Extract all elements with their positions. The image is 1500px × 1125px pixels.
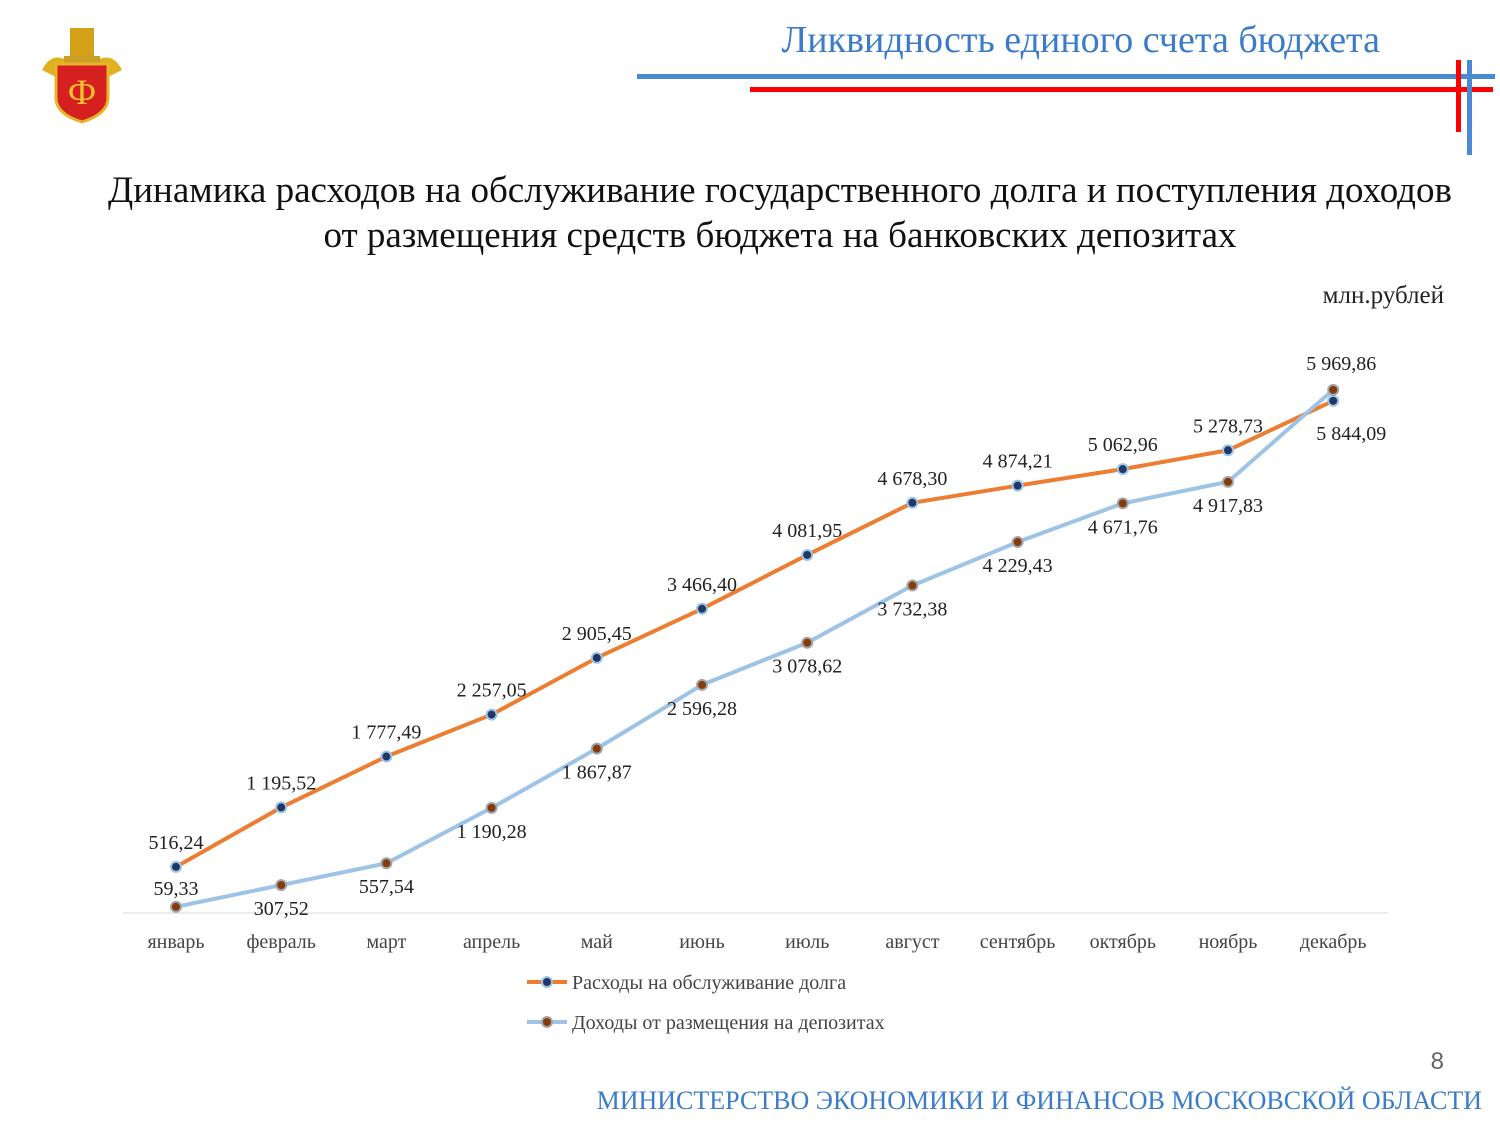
series-line-0 <box>175 399 1335 869</box>
data-label: 307,52 <box>254 898 309 920</box>
data-label: 4 081,95 <box>772 520 842 542</box>
data-point-s0 <box>906 496 919 509</box>
x-tick-label: октябрь <box>1090 931 1156 953</box>
data-point-s1 <box>906 579 919 592</box>
data-point-s1 <box>696 678 708 691</box>
x-tick-label: февраль <box>246 931 315 953</box>
data-point-s0 <box>590 651 603 664</box>
x-tick-label: июль <box>785 931 829 953</box>
x-tick-label: апрель <box>463 931 520 953</box>
legend-label-0: Расходы на обслуживание долга <box>572 972 846 994</box>
data-label: 1 195,52 <box>246 772 316 794</box>
data-point-s1 <box>1327 383 1340 396</box>
data-point-s1 <box>1222 475 1234 488</box>
data-point-s1 <box>801 636 814 649</box>
data-label: 4 678,30 <box>877 468 947 490</box>
data-label: 1 777,49 <box>351 722 421 744</box>
data-point-s0 <box>275 801 288 814</box>
data-label: 1 867,87 <box>562 762 632 784</box>
x-tick-label: июнь <box>679 931 724 953</box>
data-point-s1 <box>380 857 393 870</box>
data-label: 4 671,76 <box>1088 516 1158 538</box>
data-point-s1 <box>1116 497 1129 510</box>
data-point-s1 <box>485 801 498 814</box>
data-point-s1 <box>1011 536 1024 549</box>
data-point-s0 <box>380 750 393 763</box>
chart-title: Динамика расходов на обслуживание госуда… <box>108 170 1452 256</box>
data-label: 4 874,21 <box>983 451 1053 473</box>
header-blue-line <box>637 74 1495 79</box>
header-title: Ликвидность единого счета бюджета <box>781 19 1380 61</box>
svg-text:Ф: Ф <box>68 72 96 112</box>
legend-label-1: Доходы от размещения на депозитах <box>572 1012 885 1034</box>
data-label: 516,24 <box>149 832 204 854</box>
data-point-s1 <box>590 742 603 755</box>
legend-marker-1 <box>541 1016 553 1028</box>
data-label: 4 917,83 <box>1193 495 1263 517</box>
data-point-s0 <box>801 548 814 561</box>
x-tick-label: ноябрь <box>1199 931 1258 953</box>
data-label: 3 466,40 <box>667 574 737 596</box>
data-label: 5 844,09 <box>1316 423 1386 445</box>
data-label: 5 969,86 <box>1306 353 1376 375</box>
x-tick-label: май <box>581 931 613 953</box>
data-point-s0 <box>696 602 708 615</box>
data-label: 4 229,43 <box>983 555 1053 577</box>
x-tick-label: март <box>366 931 406 953</box>
x-tick-label: январь <box>147 931 204 953</box>
data-label: 2 905,45 <box>562 623 632 645</box>
data-point-s1 <box>275 879 288 892</box>
data-label: 5 062,96 <box>1088 434 1158 456</box>
data-point-s0 <box>1327 394 1340 407</box>
data-point-s0 <box>485 708 498 721</box>
data-label: 5 278,73 <box>1193 415 1263 437</box>
x-tick-label: сентябрь <box>980 931 1056 953</box>
data-label: 2 596,28 <box>667 698 737 720</box>
data-label: 3 078,62 <box>772 656 842 678</box>
data-label: 3 732,38 <box>877 599 947 621</box>
data-label: 2 257,05 <box>457 680 527 702</box>
header-blue-vertical <box>1467 60 1472 155</box>
coat-of-arms-logo: Ф <box>42 28 122 124</box>
header-red-vertical <box>1456 60 1461 132</box>
unit-label: млн.рублей <box>1322 282 1444 309</box>
legend-marker-0 <box>541 976 553 988</box>
x-tick-label: декабрь <box>1300 931 1367 953</box>
data-label: 59,33 <box>154 878 199 900</box>
data-point-s0 <box>1116 463 1129 476</box>
footer-ministry: МИНИСТЕРСТВО ЭКОНОМИКИ И ФИНАНСОВ МОСКОВ… <box>596 1086 1482 1115</box>
x-tick-label: август <box>885 931 939 953</box>
data-label: 1 190,28 <box>457 821 527 843</box>
data-label: 557,54 <box>359 876 414 898</box>
data-point-s0 <box>1222 444 1234 457</box>
header-red-line <box>750 87 1493 92</box>
data-point-s0 <box>170 860 182 873</box>
series-line-1 <box>175 388 1335 909</box>
data-point-s1 <box>170 900 182 913</box>
page-number: 8 <box>1430 1048 1444 1075</box>
data-point-s0 <box>1011 479 1024 492</box>
